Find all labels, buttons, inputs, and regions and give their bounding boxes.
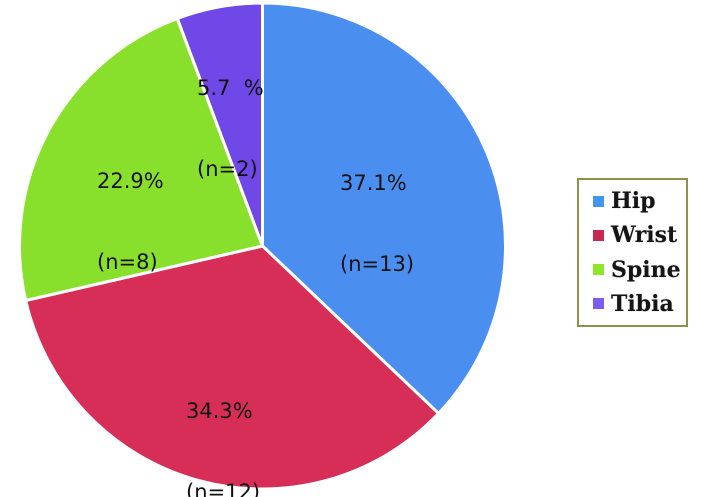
legend: Hip Wrist Spine Tibia bbox=[577, 178, 688, 327]
legend-label-spine: Spine bbox=[611, 256, 681, 283]
hip-swatch bbox=[593, 195, 604, 207]
legend-label-hip: Hip bbox=[611, 188, 656, 215]
tibia-swatch bbox=[593, 298, 604, 310]
legend-item-hip: Hip bbox=[593, 190, 686, 212]
pie-slice-hip bbox=[261, 1, 507, 415]
pie-slice-spine bbox=[18, 16, 264, 302]
legend-item-spine: Spine bbox=[593, 259, 686, 281]
pie-slice-tibia bbox=[175, 1, 264, 248]
pie-slice-wrist bbox=[24, 244, 441, 491]
spine-swatch bbox=[593, 264, 604, 276]
legend-label-tibia: Tibia bbox=[611, 290, 674, 317]
legend-label-wrist: Wrist bbox=[611, 222, 678, 249]
wrist-swatch bbox=[593, 229, 604, 241]
legend-item-tibia: Tibia bbox=[593, 293, 686, 315]
legend-item-wrist: Wrist bbox=[593, 224, 686, 246]
